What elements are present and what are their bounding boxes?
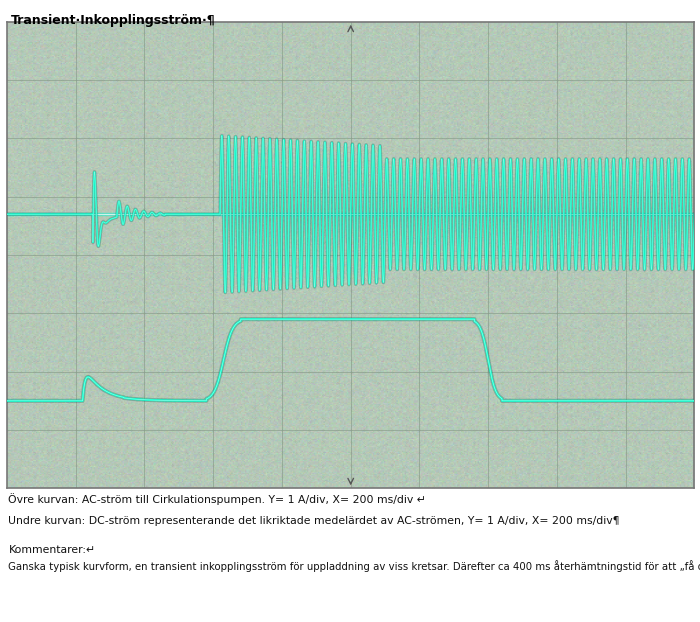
Text: Övre kurvan: AC-ström till Cirkulationspumpen. Y= 1 A/div, X= 200 ms/div ↵: Övre kurvan: AC-ström till Cirkulationsp… [8,493,426,504]
Text: Ganska typisk kurvform, en transient inkopplingsström för uppladdning av viss kr: Ganska typisk kurvform, en transient ink… [8,560,700,572]
Text: Undre kurvan: DC-ström representerande det likriktade medelärdet av AC-strömen, : Undre kurvan: DC-ström representerande d… [8,516,620,526]
Text: Transient·Inkopplingsström·¶: Transient·Inkopplingsström·¶ [10,14,216,27]
Text: Kommentarer:↵: Kommentarer:↵ [8,545,95,555]
